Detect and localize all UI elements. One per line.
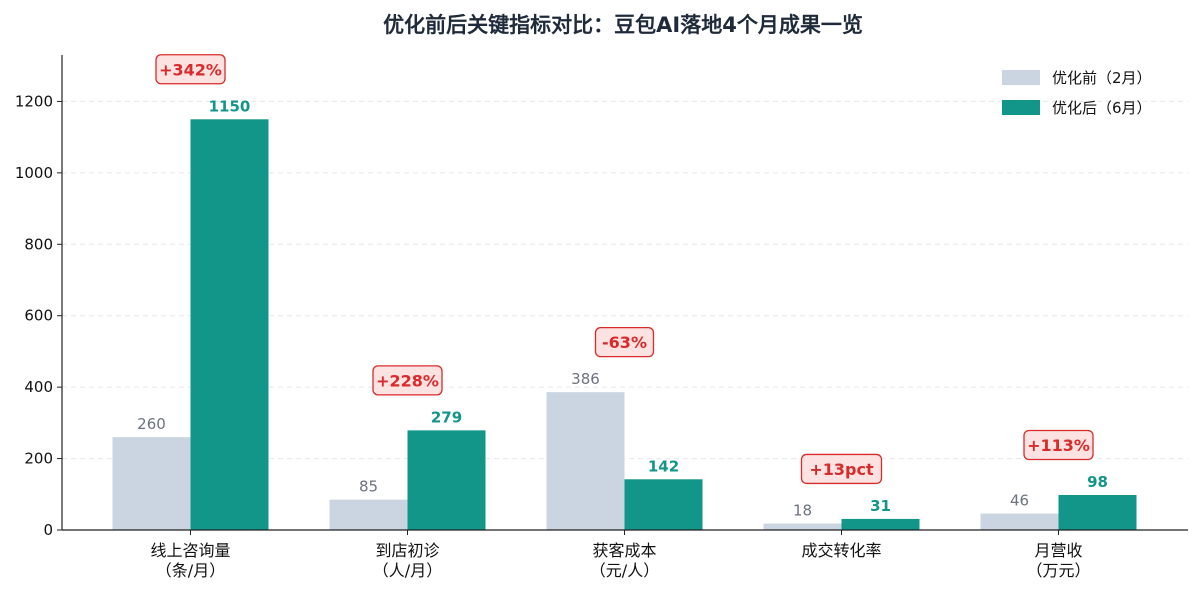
bar-after: [1058, 495, 1137, 530]
change-badge: [800, 453, 883, 485]
x-tick-label-unit: （人/月）: [373, 561, 442, 580]
y-tick-label: 0: [43, 521, 53, 539]
change-badge-label: +113%: [1027, 436, 1090, 455]
x-tick-label-unit: （万元）: [1026, 561, 1090, 580]
x-tick-label: 到店初诊: [375, 541, 439, 560]
value-label-after: 142: [648, 457, 679, 475]
legend: 优化前（2月） 优化后（6月）: [1002, 69, 1152, 117]
x-tick-label-unit: （条/月）: [156, 561, 225, 580]
y-tick-label: 200: [24, 450, 53, 468]
bar-before: [763, 523, 842, 530]
bars: [112, 119, 1137, 531]
value-label-before: 386: [571, 370, 600, 388]
value-label-after: 279: [431, 408, 462, 426]
x-tick-label: 月营收: [1034, 541, 1082, 560]
change-badge: [594, 326, 655, 358]
bar-after: [624, 479, 703, 530]
bar-before: [546, 392, 625, 530]
x-tick-label: 获客成本: [592, 541, 656, 560]
change-badge-label: +13pct: [809, 460, 874, 479]
axes: 0 200 400 600 800 1000 1200 线上咨询量（条/月） 到店初诊（人/月）…: [15, 55, 1188, 580]
bar-before: [112, 437, 191, 530]
value-label-after: 31: [870, 497, 891, 515]
x-tick-label: 成交转化率: [801, 541, 881, 560]
y-tick-label: 1200: [15, 92, 53, 110]
value-label-before: 18: [793, 502, 812, 520]
change-badge-label: +342%: [159, 60, 222, 79]
y-tick-label: 400: [24, 378, 53, 396]
chart-title: 优化前后关键指标对比：豆包AI落地4个月成果一览: [383, 13, 863, 37]
y-tick-label: 800: [24, 235, 53, 253]
change-annotations: +342% +228% -63% +13pct +113%: [155, 54, 1094, 485]
y-tick-label: 1000: [15, 164, 53, 182]
legend-label-before: 优化前（2月）: [1052, 69, 1152, 87]
value-label-before: 46: [1010, 492, 1029, 510]
change-badge: [372, 365, 443, 396]
x-tick-label: 线上咨询量: [150, 541, 230, 560]
y-tick-label: 600: [24, 307, 53, 325]
change-badge-label: -63%: [602, 333, 647, 352]
bar-after: [407, 430, 486, 530]
legend-swatch-after: [1002, 100, 1040, 115]
change-badge-label: +228%: [376, 371, 439, 390]
grid-lines: [62, 100, 1188, 460]
bar-before: [329, 499, 408, 530]
value-label-before: 260: [137, 415, 166, 433]
bar-after: [190, 119, 269, 531]
legend-label-after: 优化后（6月）: [1052, 99, 1152, 117]
x-tick-label-unit: （元/人）: [590, 561, 659, 580]
value-label-after: 98: [1087, 473, 1108, 491]
data-labels: 260 1150 85 279 386 142 18 31 46 98: [137, 97, 1108, 519]
legend-swatch-before: [1002, 70, 1040, 85]
change-badge: [155, 54, 226, 85]
change-badge: [1023, 429, 1094, 461]
bar-before: [980, 513, 1059, 530]
value-label-after: 1150: [209, 97, 251, 115]
bar-after: [841, 518, 920, 530]
value-label-before: 85: [359, 478, 378, 496]
